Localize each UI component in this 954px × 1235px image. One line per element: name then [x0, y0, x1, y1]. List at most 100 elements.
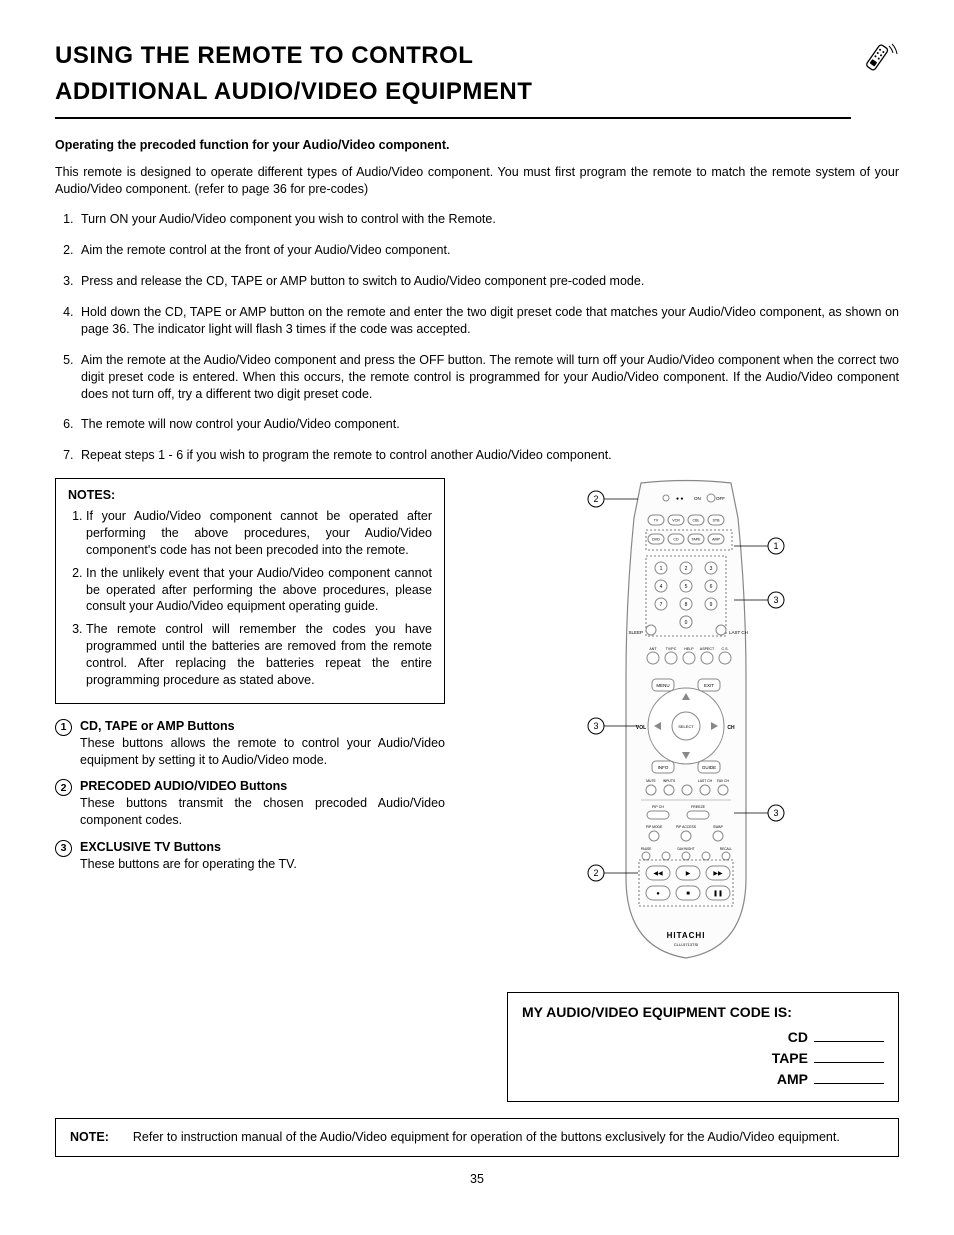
code-blank	[814, 1070, 884, 1084]
note-item: If your Audio/Video component cannot be …	[86, 508, 432, 559]
svg-text:2: 2	[593, 868, 598, 878]
callout-desc: These buttons allows the remote to contr…	[80, 735, 445, 769]
step-item: Aim the remote at the Audio/Video compon…	[77, 352, 899, 403]
svg-text:CD: CD	[673, 537, 679, 541]
svg-text:SELECT: SELECT	[678, 724, 694, 729]
page-header: USING THE REMOTE TO CONTROL ADDITIONAL A…	[55, 40, 899, 119]
svg-text:EXIT: EXIT	[704, 683, 714, 688]
svg-text:TAPE: TAPE	[691, 537, 701, 541]
svg-text:OFF: OFF	[716, 496, 725, 501]
code-row-amp: AMP	[522, 1070, 884, 1089]
svg-text:FAV CH: FAV CH	[717, 779, 730, 783]
code-blank	[814, 1049, 884, 1063]
svg-text:▶▶: ▶▶	[713, 871, 723, 877]
code-label: TAPE	[772, 1049, 808, 1068]
svg-text:ANT: ANT	[649, 647, 657, 651]
svg-text:MENU: MENU	[656, 683, 669, 688]
steps-list: Turn ON your Audio/Video component you w…	[55, 211, 899, 464]
callout-title: EXCLUSIVE TV Buttons	[80, 839, 297, 856]
svg-text:TV: TV	[654, 518, 659, 522]
final-note-text: Refer to instruction manual of the Audio…	[133, 1129, 840, 1146]
note-item: The remote control will remember the cod…	[86, 621, 432, 689]
svg-text:CH: CH	[727, 725, 735, 731]
code-row-tape: TAPE	[522, 1049, 884, 1068]
page-title-line1: USING THE REMOTE TO CONTROL	[55, 40, 851, 72]
callout-desc: These buttons transmit the chosen precod…	[80, 795, 445, 829]
callout-3: 3 EXCLUSIVE TV Buttons These buttons are…	[55, 839, 445, 873]
svg-text:1: 1	[773, 541, 778, 551]
svg-text:SWAP: SWAP	[713, 825, 724, 829]
page-title-line2: ADDITIONAL AUDIO/VIDEO EQUIPMENT	[55, 76, 851, 108]
svg-text:ASPECT: ASPECT	[700, 647, 715, 651]
svg-text:6: 6	[710, 584, 713, 590]
svg-text:0: 0	[685, 620, 688, 626]
callout-number: 2	[55, 779, 72, 796]
remote-icon	[859, 40, 899, 80]
svg-text:3: 3	[773, 808, 778, 818]
svg-text:8: 8	[685, 602, 688, 608]
final-note-box: NOTE: Refer to instruction manual of the…	[55, 1118, 899, 1157]
svg-text:C.S.: C.S.	[722, 647, 729, 651]
callout-number: 3	[55, 840, 72, 857]
svg-text:INPUTS: INPUTS	[663, 779, 676, 783]
page-number: 35	[55, 1171, 899, 1188]
code-blank	[814, 1028, 884, 1042]
code-label: CD	[788, 1028, 808, 1047]
svg-text:7: 7	[660, 602, 663, 608]
svg-text:2: 2	[593, 494, 598, 504]
svg-text:3: 3	[593, 721, 598, 731]
svg-text:MUTE: MUTE	[646, 779, 656, 783]
svg-text:SLEEP: SLEEP	[628, 630, 643, 635]
callout-1: 1 CD, TAPE or AMP Buttons These buttons …	[55, 718, 445, 769]
svg-text:PIP MODE: PIP MODE	[646, 825, 663, 829]
code-row-cd: CD	[522, 1028, 884, 1047]
code-label: AMP	[777, 1070, 808, 1089]
svg-text:HELP: HELP	[684, 647, 694, 651]
svg-text:LAST CH: LAST CH	[698, 779, 713, 783]
svg-text:PAUSE: PAUSE	[641, 847, 652, 851]
svg-text:CBL: CBL	[693, 518, 700, 522]
notes-title: NOTES:	[68, 487, 432, 504]
callout-title: CD, TAPE or AMP Buttons	[80, 718, 445, 735]
code-box: MY AUDIO/VIDEO EQUIPMENT CODE IS: CD TAP…	[507, 992, 899, 1102]
svg-text:5: 5	[685, 584, 688, 590]
svg-text:2: 2	[685, 566, 688, 572]
callout-number: 1	[55, 719, 72, 736]
svg-text:TV/PC: TV/PC	[666, 647, 677, 651]
svg-text:STB: STB	[713, 518, 721, 522]
callout-2: 2 PRECODED AUDIO/VIDEO Buttons These but…	[55, 778, 445, 829]
title-block: USING THE REMOTE TO CONTROL ADDITIONAL A…	[55, 40, 851, 119]
notes-list: If your Audio/Video component cannot be …	[68, 508, 432, 689]
svg-text:❚❚: ❚❚	[713, 890, 723, 897]
step-item: Press and release the CD, TAPE or AMP bu…	[77, 273, 899, 290]
svg-text:RECALL: RECALL	[720, 847, 733, 851]
svg-text:4: 4	[660, 584, 663, 590]
svg-text:■: ■	[686, 891, 690, 897]
svg-text:DAY/NIGHT: DAY/NIGHT	[677, 847, 694, 851]
step-item: The remote will now control your Audio/V…	[77, 416, 899, 433]
svg-text:CLU-5713TSI: CLU-5713TSI	[674, 942, 698, 947]
svg-text:DVD: DVD	[652, 537, 660, 541]
svg-text:3: 3	[773, 595, 778, 605]
intro-text: This remote is designed to operate diffe…	[55, 164, 899, 198]
callout-title: PRECODED AUDIO/VIDEO Buttons	[80, 778, 445, 795]
svg-text:PIP ACCESS: PIP ACCESS	[676, 825, 697, 829]
svg-text:LAST CH: LAST CH	[729, 630, 748, 635]
svg-text:9: 9	[710, 602, 713, 608]
svg-text:ON: ON	[694, 496, 701, 501]
final-note-label: NOTE:	[70, 1129, 109, 1146]
notes-box: NOTES: If your Audio/Video component can…	[55, 478, 445, 704]
callout-desc: These buttons are for operating the TV.	[80, 856, 297, 873]
svg-text:GUIDE: GUIDE	[702, 765, 716, 770]
svg-text:●: ●	[656, 891, 660, 897]
svg-text:1: 1	[660, 566, 663, 572]
step-item: Hold down the CD, TAPE or AMP button on …	[77, 304, 899, 338]
note-item: In the unlikely event that your Audio/Vi…	[86, 565, 432, 616]
subheading: Operating the precoded function for your…	[55, 137, 899, 154]
remote-diagram: ● ● ON OFF TVVCRCBLSTB DVDCDTAPEAMP 1234…	[546, 478, 826, 978]
svg-text:3: 3	[710, 566, 713, 572]
step-item: Turn ON your Audio/Video component you w…	[77, 211, 899, 228]
step-item: Aim the remote control at the front of y…	[77, 242, 899, 259]
svg-text:VCR: VCR	[672, 518, 680, 522]
svg-text:INFO: INFO	[658, 765, 669, 770]
